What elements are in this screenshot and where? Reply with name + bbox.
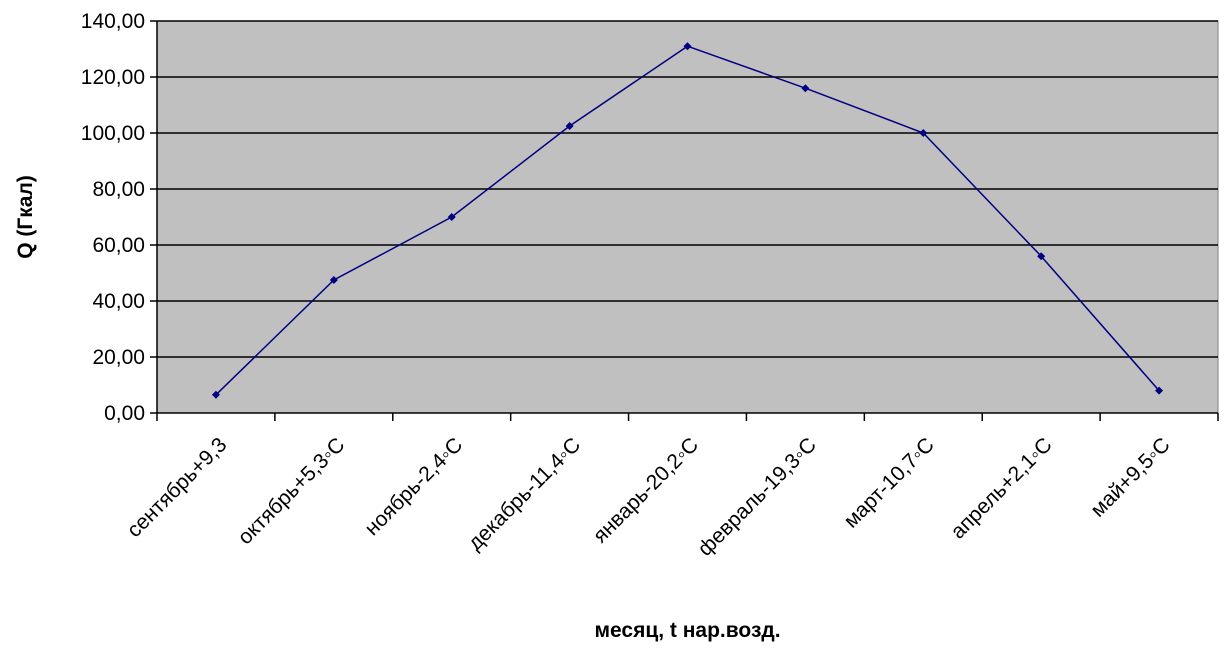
x-axis-ticks: сентябрь+9,3 октябрь+5,3◦С ноябрь-2,4◦Сдек… <box>123 412 1219 561</box>
data-point <box>447 213 456 221</box>
x-tick-label: март-10,7◦С <box>840 433 939 532</box>
series-layer <box>211 42 1164 399</box>
x-tick-label: февраль-19,3◦С <box>694 433 821 560</box>
y-tick-label: 100,00 <box>81 122 145 145</box>
data-point <box>1037 252 1046 261</box>
y-tick-label: 20,00 <box>92 346 145 369</box>
y-tick-label: 60,00 <box>92 234 145 257</box>
gridlines <box>157 20 1218 358</box>
x-axis-title: месяц, t нар.возд. <box>594 619 780 642</box>
x-tick-label: декабрь-11,4◦С <box>464 433 586 555</box>
data-point <box>683 42 692 51</box>
x-tick-label: май+9,5◦С <box>1086 433 1174 521</box>
y-axis-ticks: 0,00 20,00 40,00 60,00 80,00 100,00 120,00 140,… <box>81 10 158 425</box>
y-tick-label: 0,00 <box>104 402 145 425</box>
data-point <box>919 129 928 137</box>
x-tick-label: ноябрь-2,4◦С <box>360 433 467 540</box>
y-tick-label: 120,00 <box>81 66 145 89</box>
data-point <box>329 276 338 284</box>
x-tick-label: октябрь+5,3◦С <box>234 433 350 549</box>
data-point <box>801 84 810 93</box>
data-point <box>565 122 574 130</box>
y-tick-label: 80,00 <box>92 178 145 201</box>
y-axis-title: Q (Гкал) <box>14 175 37 259</box>
y-tick-label: 40,00 <box>92 290 145 313</box>
x-tick-label: апрель+2,1◦С <box>946 433 1056 543</box>
plot-area <box>156 20 1219 414</box>
x-tick-label: сентябрь+9,3 <box>123 433 232 542</box>
y-tick-label: 140,00 <box>81 10 145 33</box>
data-point <box>211 390 220 399</box>
data-point <box>1155 386 1164 395</box>
x-tick-label: январь-20,2◦С <box>589 433 703 547</box>
